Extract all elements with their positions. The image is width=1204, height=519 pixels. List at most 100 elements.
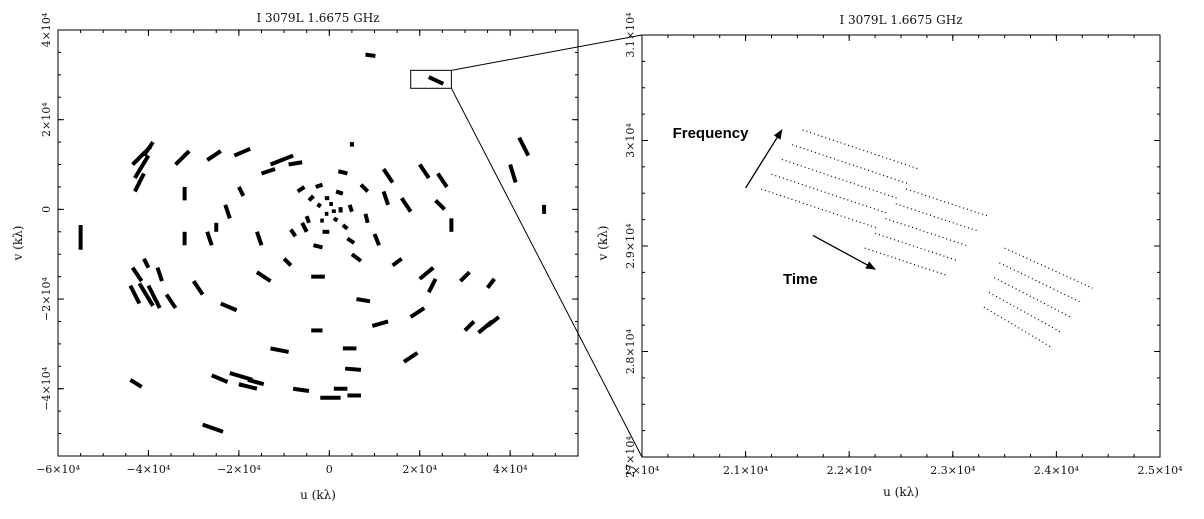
left-chart-title: I 3079L 1.6675 GHz — [256, 11, 379, 25]
uv-track — [418, 163, 431, 180]
uv-track — [344, 366, 362, 372]
uv-track — [486, 315, 501, 328]
dotted-track — [760, 188, 878, 229]
uv-track — [315, 182, 324, 189]
uv-track — [372, 233, 381, 246]
uv-track — [350, 252, 363, 263]
left-x-tick-label: 4×10⁴ — [493, 463, 528, 476]
left-plot-frame — [57, 29, 579, 457]
dotted-track — [895, 203, 979, 232]
uv-track — [133, 154, 151, 180]
uv-track — [381, 167, 395, 184]
uv-track — [341, 223, 349, 231]
uv-track — [459, 270, 471, 283]
uv-track — [146, 284, 162, 309]
right-chart-title: I 3079L 1.6675 GHz — [839, 13, 962, 27]
left-x-tick-label: −2×10⁴ — [217, 463, 261, 476]
uv-track — [191, 279, 205, 296]
right-x-tick-label: 2.2×10⁴ — [827, 464, 873, 477]
dotted-track — [771, 173, 888, 214]
uv-track — [269, 153, 294, 167]
uv-track — [220, 301, 238, 313]
uv-track — [223, 204, 232, 219]
uv-track — [142, 257, 151, 269]
dotted-track — [905, 188, 990, 218]
uv-track — [206, 149, 222, 162]
uv-track — [155, 267, 164, 282]
uv-track — [316, 202, 322, 209]
uv-track — [359, 183, 370, 193]
uv-track — [399, 197, 413, 213]
uv-track — [238, 382, 258, 391]
dotted-track — [885, 218, 969, 247]
zoom-box — [410, 69, 452, 89]
uv-track — [347, 204, 354, 213]
right-y-tick-label: 3.1×10⁴ — [624, 12, 637, 58]
uv-track — [237, 186, 246, 197]
dotted-track — [874, 232, 959, 262]
uv-track — [210, 373, 229, 384]
uv-track — [296, 185, 306, 194]
left-x-tick-label: −4×10⁴ — [127, 463, 171, 476]
uv-track — [463, 320, 476, 332]
uv-track — [270, 346, 289, 354]
annotation-arrow — [812, 234, 876, 270]
left-y-tick-label: −2×10⁴ — [40, 277, 53, 321]
annotations: Frequency Time — [673, 125, 876, 288]
right-y-tick-label: 27×10⁴ — [624, 436, 637, 478]
annotation-label: Time — [783, 271, 818, 288]
uv-track — [255, 231, 264, 246]
dotted-track — [864, 247, 948, 277]
right-x-tick-label: 2.5×10⁴ — [1137, 464, 1183, 477]
uv-track — [371, 319, 389, 328]
left-x-tick-label: 2×10⁴ — [402, 463, 437, 476]
uv-track — [346, 236, 356, 245]
uv-track — [247, 377, 265, 387]
uv-track — [142, 140, 155, 157]
right-axis-ticks: 2×10⁴ 2.1×10⁴ 2.2×10⁴ 2.3×10⁴ 2.4×10⁴ 2.5×10⁴… — [624, 12, 1183, 478]
uv-track — [288, 160, 303, 167]
zoom-connector-top — [451, 34, 643, 71]
left-y-tick-label: −4×10⁴ — [40, 366, 53, 410]
uv-track — [128, 284, 142, 305]
uv-track — [260, 167, 276, 176]
dotted-track — [792, 144, 909, 185]
uv-track — [335, 189, 344, 196]
uv-track — [137, 282, 155, 307]
right-y-tick-label: 3×10⁴ — [624, 123, 637, 158]
uv-track — [418, 266, 435, 281]
annotation-arrow — [745, 129, 783, 189]
uv-track — [133, 172, 146, 193]
dotted-track — [802, 129, 919, 170]
uv-track — [289, 228, 298, 238]
uv-track — [365, 52, 376, 58]
right-x-tick-label: 2.4×10⁴ — [1034, 464, 1080, 477]
dotted-track — [988, 291, 1062, 334]
uv-track — [174, 149, 191, 166]
dotted-track — [781, 158, 899, 200]
uv-track — [292, 386, 310, 393]
uv-track — [485, 277, 496, 290]
uv-track — [402, 351, 419, 364]
zoom-connector-bottom — [450, 88, 643, 458]
uv-track — [130, 266, 144, 283]
right-x-tick-label: 2×10⁴ — [625, 464, 660, 477]
right-y-tick-label: 2.9×10⁴ — [624, 223, 637, 269]
uv-track — [434, 198, 447, 211]
uv-track — [426, 277, 438, 294]
left-y-tick-label: 0 — [40, 206, 53, 213]
right-x-tick-label: 2.1×10⁴ — [723, 464, 769, 477]
dotted-track — [1004, 247, 1093, 289]
uv-track — [312, 243, 324, 250]
right-y-axis-label: v (kλ) — [596, 226, 610, 262]
uv-track — [233, 146, 251, 158]
left-y-tick-label: 4×10⁴ — [40, 12, 53, 47]
uv-track — [409, 306, 426, 319]
uv-track — [391, 257, 403, 268]
uv-track — [356, 297, 371, 304]
right-y-tick-label: 2.8×10⁴ — [624, 328, 637, 374]
left-x-tick-label: −6×10⁴ — [36, 463, 80, 476]
uv-track — [337, 169, 348, 176]
dotted-track — [993, 277, 1073, 319]
